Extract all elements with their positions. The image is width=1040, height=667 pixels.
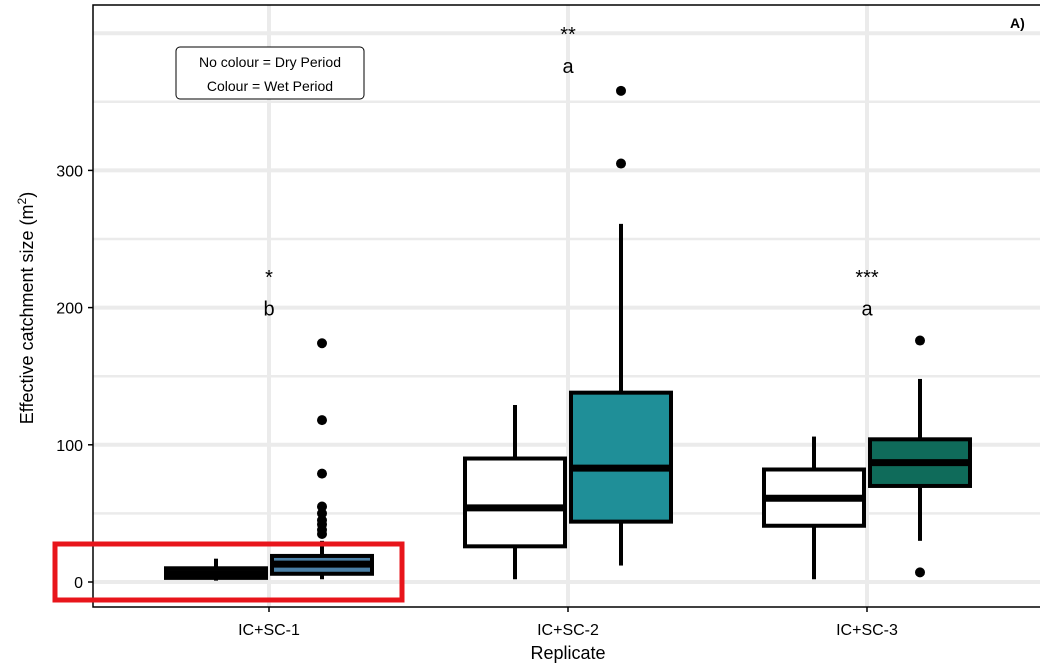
y-axis-title-close: )	[17, 192, 37, 198]
outlier-point	[317, 501, 327, 512]
outlier-point	[616, 158, 626, 169]
significance-stars: **	[560, 24, 576, 46]
box-layer	[164, 85, 972, 581]
outlier-point	[317, 415, 327, 426]
outlier-point	[317, 508, 327, 519]
outlier-point	[915, 335, 925, 346]
significance-letter: b	[263, 299, 274, 321]
box-ic-sc-3-dry	[762, 436, 866, 580]
y-tick-label: 0	[74, 575, 83, 592]
x-tick-label: IC+SC-2	[537, 622, 599, 639]
plot-panel-border	[92, 4, 1040, 608]
outlier-point	[616, 85, 626, 96]
x-axis-title: Replicate	[530, 643, 605, 663]
x-tick-label: IC+SC-1	[238, 622, 300, 639]
significance-stars: ***	[855, 267, 879, 289]
box-body	[463, 456, 567, 549]
y-tick-label: 300	[56, 163, 83, 180]
y-axis-title: Effective catchment size (m2)	[15, 192, 37, 424]
panel-label: A)	[1010, 15, 1025, 31]
legend-note-dry: No colour = Dry Period	[199, 54, 341, 70]
box-body	[569, 390, 673, 524]
y-axis-title-main: Effective catchment size (m	[17, 204, 37, 424]
legend-note-border	[175, 46, 365, 100]
box-ic-sc-2-wet	[569, 85, 673, 566]
axes: 0 100 200 300 IC+SC-1 IC+SC-2 IC+SC-3	[56, 163, 898, 639]
significance-annotations: * b ** a *** a	[263, 24, 878, 320]
y-axis-title-superscript: 2	[15, 197, 29, 204]
legend-note-box: No colour = Dry Period Colour = Wet Peri…	[175, 46, 365, 100]
highlight-rectangle	[52, 541, 405, 603]
outlier-point	[317, 468, 327, 479]
legend-note-wet: Colour = Wet Period	[207, 78, 333, 94]
box-ic-sc-1-dry	[164, 558, 268, 581]
x-tick-label: IC+SC-3	[836, 622, 898, 639]
significance-letter: a	[562, 56, 574, 78]
y-tick-label: 200	[56, 301, 83, 318]
significance-stars: *	[265, 267, 273, 289]
box-ic-sc-3-wet	[868, 335, 972, 578]
y-tick-label: 100	[56, 438, 83, 455]
box-ic-sc-2-dry	[463, 405, 567, 580]
significance-letter: a	[861, 299, 873, 321]
outlier-point	[317, 515, 327, 526]
outlier-point	[317, 338, 327, 349]
outlier-point	[915, 567, 925, 578]
